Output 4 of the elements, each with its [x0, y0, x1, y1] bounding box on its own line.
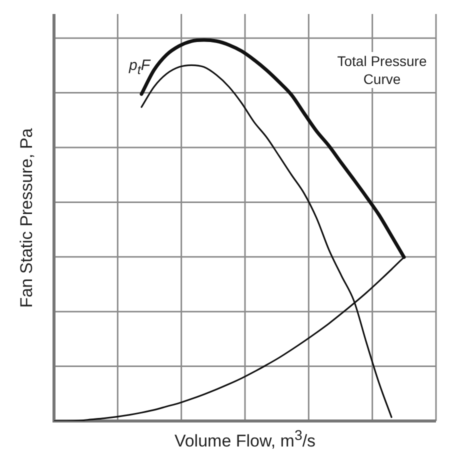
x-axis-title: Volume Flow, m$^{3}$/s [174, 428, 316, 452]
annotation: Total Pressure Curve [335, 52, 429, 88]
y-axis-title: Fan Static Pressure, Pa [17, 128, 37, 308]
annotation: p$_{t}$F [129, 57, 150, 79]
